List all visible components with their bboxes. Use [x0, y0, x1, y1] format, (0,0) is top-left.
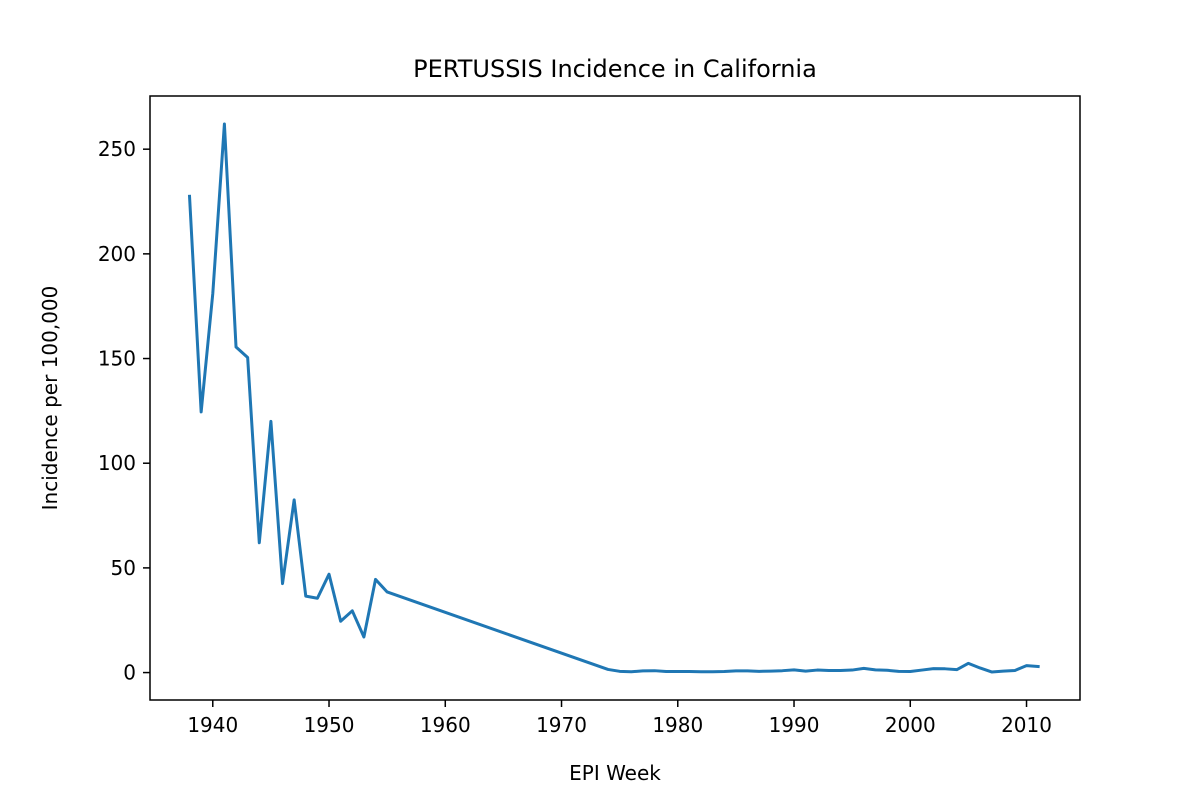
x-tick-label-1950: 1950	[304, 713, 355, 737]
x-axis-title: EPI Week	[569, 761, 661, 785]
y-tick-label-200: 200	[98, 242, 136, 266]
y-tick-label-150: 150	[98, 347, 136, 371]
x-tick-label-1940: 1940	[187, 713, 238, 737]
y-tick-label-50: 50	[111, 556, 136, 580]
x-tick-label-2010: 2010	[1001, 713, 1052, 737]
x-tick-label-1980: 1980	[652, 713, 703, 737]
axes-frame	[149, 95, 1081, 701]
x-tick-label-1960: 1960	[420, 713, 471, 737]
y-tick-label-250: 250	[98, 137, 136, 161]
y-axis-title: Incidence per 100,000	[38, 286, 62, 511]
plot-area: 1940 1950 1960 1970 1980 1990 2000 2010 0 50 100 15…	[98, 95, 1081, 737]
y-tick-label-0: 0	[123, 661, 136, 685]
y-tick-label-100: 100	[98, 451, 136, 475]
x-tick-label-1970: 1970	[536, 713, 587, 737]
series-line-0	[187, 122, 1040, 674]
x-tick-label-1990: 1990	[769, 713, 820, 737]
chart-title: PERTUSSIS Incidence in California	[413, 55, 817, 83]
x-tick-label-2000: 2000	[885, 713, 936, 737]
